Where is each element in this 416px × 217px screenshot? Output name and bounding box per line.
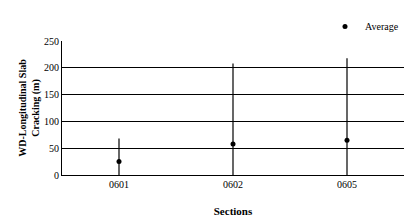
- svg-text:Sections: Sections: [214, 205, 253, 217]
- svg-text:50: 50: [49, 143, 59, 154]
- svg-text:0: 0: [54, 170, 59, 181]
- svg-text:200: 200: [44, 62, 59, 73]
- svg-text:WD-Longitudinal SlabCracking (: WD-Longitudinal SlabCracking (m): [17, 59, 42, 157]
- svg-text:250: 250: [44, 36, 59, 47]
- svg-text:150: 150: [44, 89, 59, 100]
- svg-text:Average: Average: [365, 21, 399, 32]
- svg-text:100: 100: [44, 116, 59, 127]
- svg-text:0605: 0605: [337, 179, 357, 190]
- svg-text:0601: 0601: [109, 179, 129, 190]
- svg-text:0602: 0602: [223, 179, 243, 190]
